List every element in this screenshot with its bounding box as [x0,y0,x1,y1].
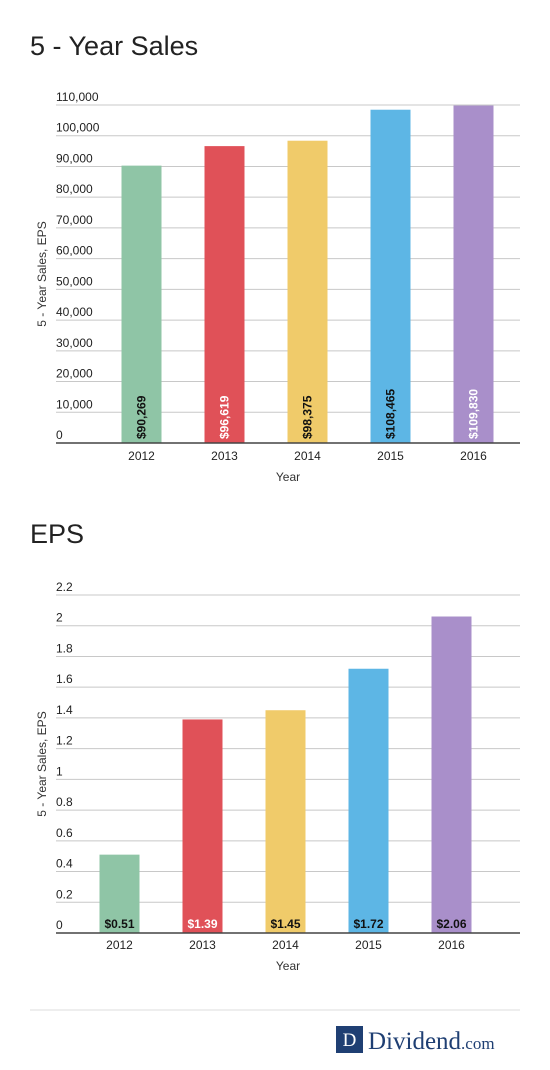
bar [431,616,472,933]
x-tick-label: 2013 [189,938,216,952]
x-tick-label: 2013 [211,449,238,463]
y-tick-label: 1 [56,764,63,778]
eps-chart: EPS 0 0.2 0.4 0.6 0.8 1 1.2 1.4 1.6 1.8 2 2.2 $0.51 20… [30,519,520,973]
x-axis-label: Year [276,959,300,973]
x-tick-label: 2014 [272,938,299,952]
logo-letter: D [343,1030,357,1051]
x-tick-label: 2014 [294,449,321,463]
y-tick-label: 0 [56,918,63,932]
y-tick-label: 30,000 [56,336,93,350]
y-tick-label: 0.2 [56,887,73,901]
bar-value-label: $108,465 [384,389,398,439]
x-tick-label: 2016 [460,449,487,463]
x-tick-label: 2012 [128,449,155,463]
dividend-logo[interactable]: D Dividend.com [336,1026,495,1055]
y-axis-label: 5 - Year Sales, EPS [35,711,49,816]
y-tick-label: 80,000 [56,182,93,196]
x-tick-label: 2015 [377,449,404,463]
bar-value-label: $1.45 [270,917,300,931]
y-tick-label: 60,000 [56,244,93,258]
bar [204,146,245,444]
y-tick-label: 0.8 [56,795,73,809]
bar-value-label: $109,830 [467,389,481,439]
bar [182,719,223,933]
y-tick-label: 110,000 [56,90,99,104]
y-tick-label: 1.8 [56,641,73,655]
y-axis-label: 5 - Year Sales, EPS [35,221,49,326]
logo-wordmark: Dividend.com [368,1028,495,1055]
logo-badge-icon [336,1026,363,1053]
bar-value-label: $90,269 [135,395,149,439]
y-tick-label: 50,000 [56,274,93,288]
x-tick-label: 2015 [355,938,382,952]
y-tick-label: 1.4 [56,703,73,717]
logo-name: Dividend [368,1028,462,1055]
bar-value-label: $96,619 [218,395,232,439]
bar [99,854,140,933]
bar [265,710,306,933]
y-tick-label: 0.4 [56,857,73,871]
y-tick-label: 1.2 [56,734,73,748]
bar [453,105,494,443]
y-tick-label: 40,000 [56,305,93,319]
y-tick-label: 2 [56,611,63,625]
bar-value-label: $0.51 [104,917,134,931]
bar-value-label: $1.39 [187,917,217,931]
chart-title: EPS [30,519,84,549]
x-axis-label: Year [276,470,300,484]
sales-chart: 5 - Year Sales 0 10,000 20,000 30,000 40,000 5… [30,31,520,484]
bar [348,668,389,933]
y-tick-label: 1.6 [56,672,73,686]
logo-suffix: .com [461,1034,495,1053]
bar [287,140,328,443]
y-tick-label: 2.2 [56,580,73,594]
y-tick-label: 100,000 [56,121,100,135]
bar-value-label: $1.72 [353,917,383,931]
y-tick-label: 90,000 [56,151,93,165]
y-tick-label: 70,000 [56,213,93,227]
x-tick-label: 2016 [438,938,465,952]
bar-value-label: $2.06 [436,917,466,931]
y-tick-label: 10,000 [56,397,93,411]
y-tick-label: 0 [56,428,63,442]
bar-value-label: $98,375 [301,395,315,439]
y-tick-label: 0.6 [56,826,73,840]
y-tick-label: 20,000 [56,367,93,381]
bar [121,165,162,443]
x-tick-label: 2012 [106,938,133,952]
chart-title: 5 - Year Sales [30,31,198,61]
bar [370,109,411,443]
